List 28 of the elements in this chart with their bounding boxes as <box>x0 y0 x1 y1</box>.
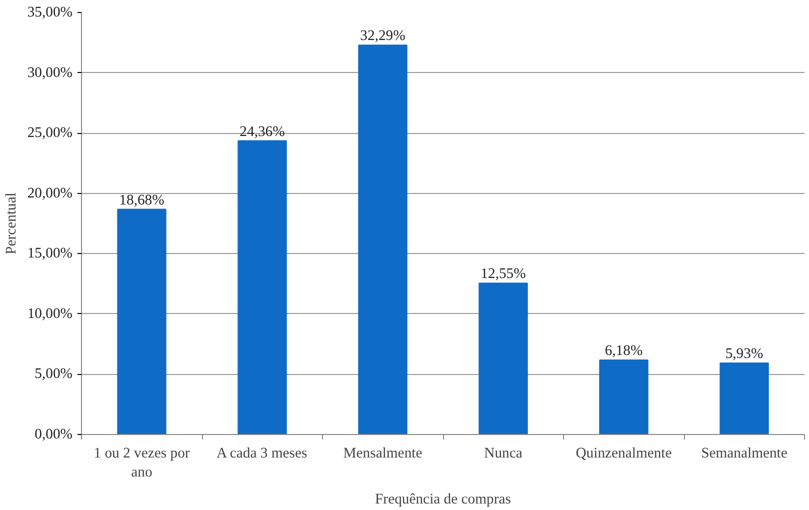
data-label: 18,68% <box>119 192 164 208</box>
x-tick-label: Quinzenalmente <box>576 446 672 462</box>
x-tick-label: Nunca <box>484 446 523 462</box>
y-tick-label: 10,00% <box>27 306 72 322</box>
y-tick-label: 35,00% <box>27 4 72 20</box>
x-tick-label: Mensalmente <box>343 446 422 462</box>
bar <box>478 282 528 434</box>
bar <box>720 362 769 434</box>
bar <box>599 359 648 434</box>
y-tick-label: 0,00% <box>34 426 72 442</box>
x-tick-label: A cada 3 meses <box>216 446 308 462</box>
data-label: 24,36% <box>240 124 285 140</box>
y-tick-label: 5,00% <box>34 366 72 382</box>
data-label: 6,18% <box>604 342 643 359</box>
data-label: 12,55% <box>480 266 526 282</box>
y-tick-label: 25,00% <box>27 125 72 142</box>
y-tick-label: 20,00% <box>27 185 72 202</box>
y-tick-label: 30,00% <box>27 64 72 81</box>
y-tick-label: 15,00% <box>27 246 72 262</box>
x-tick-label: Semanalmente <box>701 446 788 462</box>
data-label: 5,93% <box>725 346 764 362</box>
bar <box>358 44 408 434</box>
bar <box>117 208 166 434</box>
bar <box>238 140 287 434</box>
y-axis-title: Percentual <box>3 192 20 254</box>
data-label: 32,29% <box>360 28 406 44</box>
x-axis-title: Frequência de compras <box>375 492 512 508</box>
x-tick-label: 1 ou 2 vezes por ano <box>94 446 190 481</box>
